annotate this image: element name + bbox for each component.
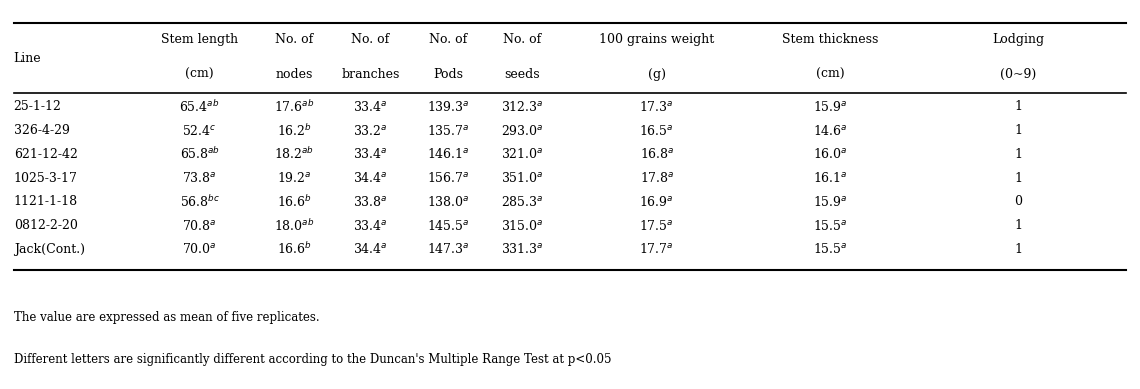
Text: 315.0$^{a}$: 315.0$^{a}$	[500, 219, 544, 233]
Text: 16.6$^{b}$: 16.6$^{b}$	[277, 194, 311, 210]
Text: 56.8$^{bc}$: 56.8$^{bc}$	[180, 194, 219, 210]
Text: 17.5$^{a}$: 17.5$^{a}$	[640, 219, 674, 233]
Text: 16.1$^{a}$: 16.1$^{a}$	[813, 171, 847, 185]
Text: 285.3$^{a}$: 285.3$^{a}$	[500, 195, 544, 209]
Text: 1: 1	[1013, 219, 1023, 232]
Text: (g): (g)	[648, 68, 666, 81]
Text: (0~9): (0~9)	[1000, 68, 1036, 81]
Text: seeds: seeds	[504, 68, 540, 81]
Text: 16.2$^{b}$: 16.2$^{b}$	[277, 123, 311, 138]
Text: 621-12-42: 621-12-42	[14, 148, 78, 161]
Text: 145.5$^{a}$: 145.5$^{a}$	[426, 219, 470, 233]
Text: 1121-1-18: 1121-1-18	[14, 195, 78, 209]
Text: 19.2$^{a}$: 19.2$^{a}$	[277, 171, 311, 185]
Text: 34.4$^{a}$: 34.4$^{a}$	[353, 171, 388, 185]
Text: 351.0$^{a}$: 351.0$^{a}$	[500, 171, 544, 185]
Text: 65.8$^{ab}$: 65.8$^{ab}$	[179, 147, 220, 162]
Text: 14.6$^{a}$: 14.6$^{a}$	[813, 124, 847, 138]
Text: 17.8$^{a}$: 17.8$^{a}$	[640, 171, 674, 185]
Text: (cm): (cm)	[815, 68, 845, 81]
Text: Stem thickness: Stem thickness	[782, 33, 878, 46]
Text: 70.8$^{a}$: 70.8$^{a}$	[182, 219, 217, 233]
Text: No. of: No. of	[429, 33, 467, 46]
Text: 25-1-12: 25-1-12	[14, 100, 62, 114]
Text: 16.9$^{a}$: 16.9$^{a}$	[640, 195, 674, 209]
Text: 17.7$^{a}$: 17.7$^{a}$	[640, 242, 674, 256]
Text: 15.9$^{a}$: 15.9$^{a}$	[813, 195, 847, 209]
Text: Different letters are significantly different according to the Duncan's Multiple: Different letters are significantly diff…	[14, 353, 611, 366]
Text: 312.3$^{a}$: 312.3$^{a}$	[500, 100, 544, 114]
Text: 52.4$^{c}$: 52.4$^{c}$	[182, 124, 217, 138]
Text: 139.3$^{a}$: 139.3$^{a}$	[426, 100, 470, 114]
Text: Lodging: Lodging	[992, 33, 1044, 46]
Text: 16.5$^{a}$: 16.5$^{a}$	[640, 124, 674, 138]
Text: 1: 1	[1013, 243, 1023, 256]
Text: 135.7$^{a}$: 135.7$^{a}$	[426, 124, 470, 138]
Text: 70.0$^{a}$: 70.0$^{a}$	[182, 242, 217, 256]
Text: 15.5$^{a}$: 15.5$^{a}$	[813, 219, 847, 233]
Text: 146.1$^{a}$: 146.1$^{a}$	[426, 147, 470, 161]
Text: 33.4$^{a}$: 33.4$^{a}$	[353, 147, 388, 161]
Text: 147.3$^{a}$: 147.3$^{a}$	[426, 242, 470, 256]
Text: 15.5$^{a}$: 15.5$^{a}$	[813, 242, 847, 256]
Text: 15.9$^{a}$: 15.9$^{a}$	[813, 100, 847, 114]
Text: 18.0$^{ab}$: 18.0$^{ab}$	[274, 218, 315, 233]
Text: 326-4-29: 326-4-29	[14, 124, 70, 137]
Text: 33.2$^{a}$: 33.2$^{a}$	[353, 124, 388, 138]
Text: 1025-3-17: 1025-3-17	[14, 172, 78, 185]
Text: 33.4$^{a}$: 33.4$^{a}$	[353, 100, 388, 114]
Text: 0: 0	[1013, 195, 1023, 209]
Text: 100 grains weight: 100 grains weight	[598, 33, 715, 46]
Text: 17.3$^{a}$: 17.3$^{a}$	[640, 100, 674, 114]
Text: No. of: No. of	[275, 33, 314, 46]
Text: branches: branches	[341, 68, 400, 81]
Text: 0812-2-20: 0812-2-20	[14, 219, 78, 232]
Text: Jack(Cont.): Jack(Cont.)	[14, 243, 84, 256]
Text: 16.0$^{a}$: 16.0$^{a}$	[813, 147, 847, 161]
Text: 1: 1	[1013, 172, 1023, 185]
Text: nodes: nodes	[276, 68, 312, 81]
Text: 33.8$^{a}$: 33.8$^{a}$	[353, 195, 388, 209]
Text: 65.4$^{ab}$: 65.4$^{ab}$	[179, 99, 220, 115]
Text: 293.0$^{a}$: 293.0$^{a}$	[500, 124, 544, 138]
Text: 33.4$^{a}$: 33.4$^{a}$	[353, 219, 388, 233]
Text: Stem length: Stem length	[161, 33, 238, 46]
Text: Line: Line	[14, 52, 41, 65]
Text: 331.3$^{a}$: 331.3$^{a}$	[500, 242, 544, 256]
Text: No. of: No. of	[503, 33, 542, 46]
Text: Pods: Pods	[433, 68, 463, 81]
Text: 156.7$^{a}$: 156.7$^{a}$	[426, 171, 470, 185]
Text: 17.6$^{ab}$: 17.6$^{ab}$	[274, 99, 315, 115]
Text: 321.0$^{a}$: 321.0$^{a}$	[500, 147, 544, 161]
Text: 1: 1	[1013, 100, 1023, 114]
Text: 16.6$^{b}$: 16.6$^{b}$	[277, 242, 311, 257]
Text: 16.8$^{a}$: 16.8$^{a}$	[640, 147, 674, 161]
Text: 138.0$^{a}$: 138.0$^{a}$	[426, 195, 470, 209]
Text: 18.2$^{ab}$: 18.2$^{ab}$	[274, 147, 315, 162]
Text: No. of: No. of	[351, 33, 390, 46]
Text: 1: 1	[1013, 124, 1023, 137]
Text: (cm): (cm)	[185, 68, 214, 81]
Text: 73.8$^{a}$: 73.8$^{a}$	[182, 171, 217, 185]
Text: The value are expressed as mean of five replicates.: The value are expressed as mean of five …	[14, 310, 319, 324]
Text: 1: 1	[1013, 148, 1023, 161]
Text: 34.4$^{a}$: 34.4$^{a}$	[353, 242, 388, 256]
